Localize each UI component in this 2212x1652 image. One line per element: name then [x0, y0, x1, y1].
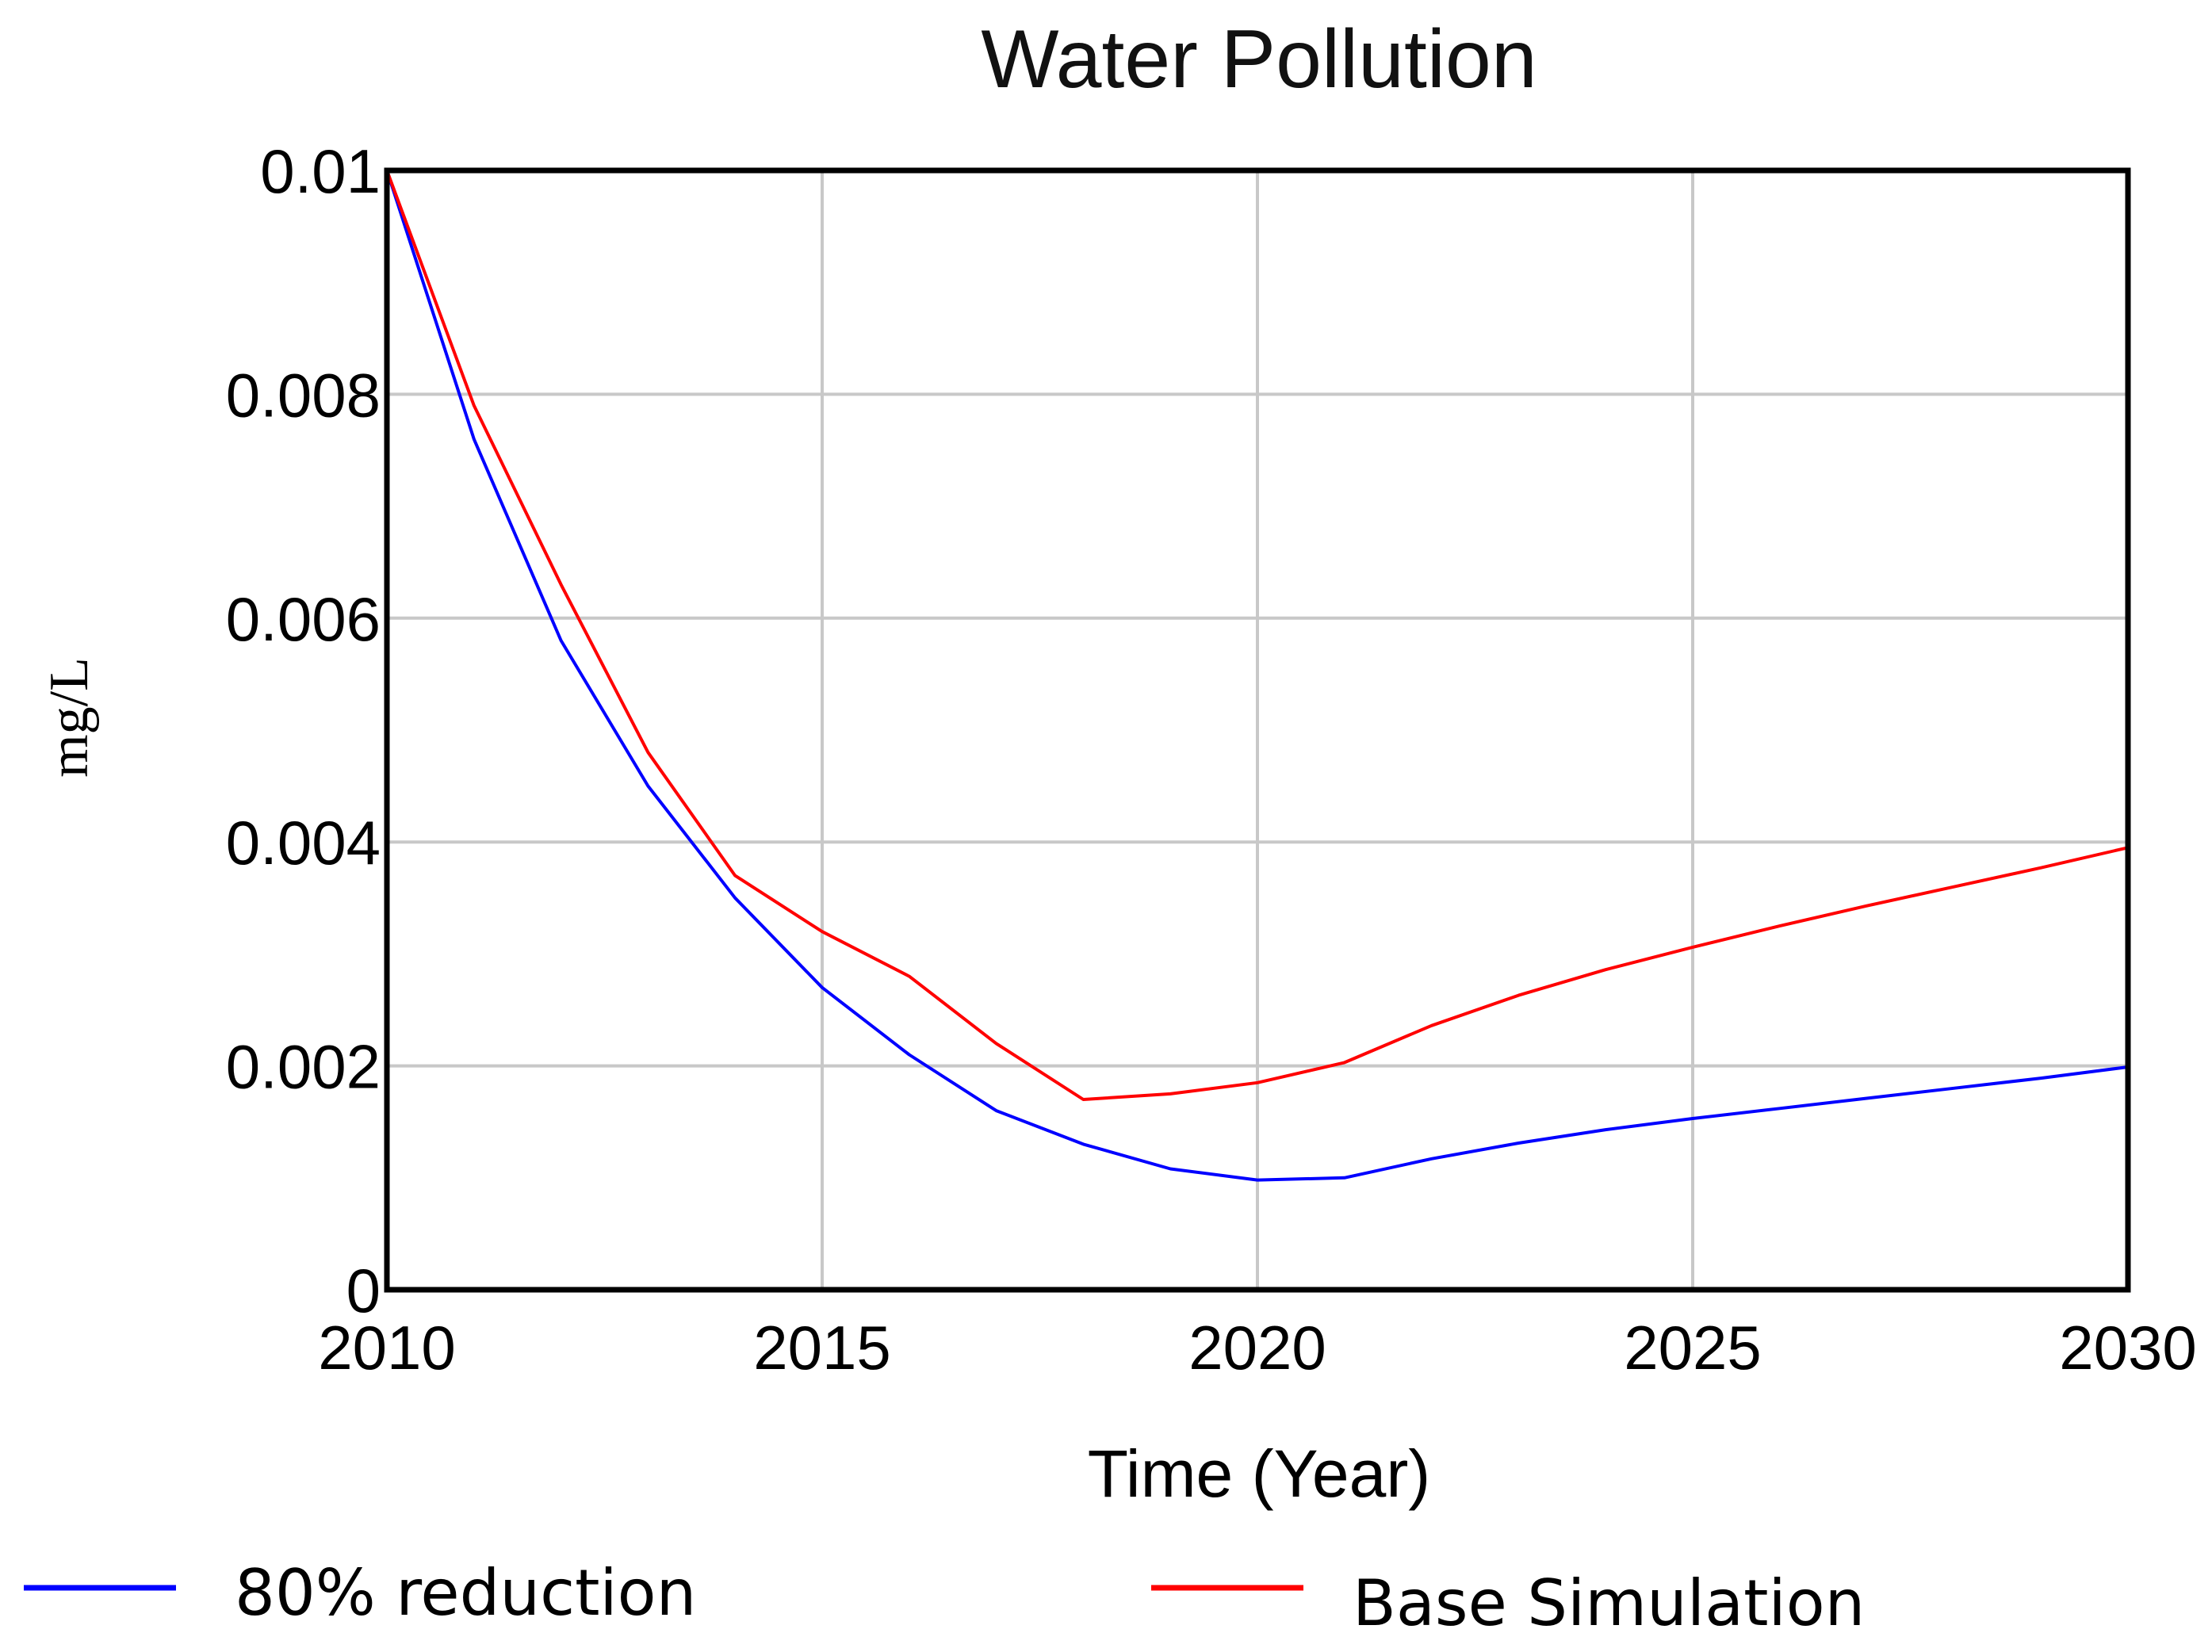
series-line-base-simulation	[385, 169, 2130, 1101]
x-tick-label: 2030	[2059, 1313, 2197, 1382]
y-tick-label: 0.006	[226, 584, 381, 654]
y-axis-tick-labels: 0 0.002 0.004 0.006 0.008 0.01	[226, 136, 381, 1325]
grid-lines	[385, 169, 2130, 1291]
x-axis-tick-labels: 2010 2015 2020 2025 2030	[318, 1313, 2197, 1382]
plot-frame	[384, 167, 2131, 1293]
legend-label-80-reduction: 80% reduction	[235, 1556, 696, 1630]
series-line-80-reduction	[385, 169, 2130, 1182]
x-tick-label: 2010	[318, 1313, 456, 1382]
x-axis-label: Time (Year)	[1088, 1436, 1431, 1511]
x-tick-label: 2015	[753, 1313, 891, 1382]
x-tick-label: 2020	[1188, 1313, 1326, 1382]
y-tick-label: 0	[346, 1256, 381, 1325]
y-tick-label: 0.002	[226, 1032, 381, 1102]
y-tick-label: 0.01	[260, 136, 381, 206]
chart-title: Water Pollution	[981, 13, 1537, 105]
legend: 80% reduction Base Simulation	[24, 1556, 1865, 1640]
x-tick-label: 2025	[1624, 1313, 1762, 1382]
y-tick-label: 0.004	[226, 808, 381, 878]
legend-label-base-simulation: Base Simulation	[1353, 1566, 1865, 1640]
y-tick-label: 0.008	[226, 360, 381, 430]
series-lines	[385, 169, 2130, 1182]
y-axis-label: mg/L	[39, 657, 100, 778]
